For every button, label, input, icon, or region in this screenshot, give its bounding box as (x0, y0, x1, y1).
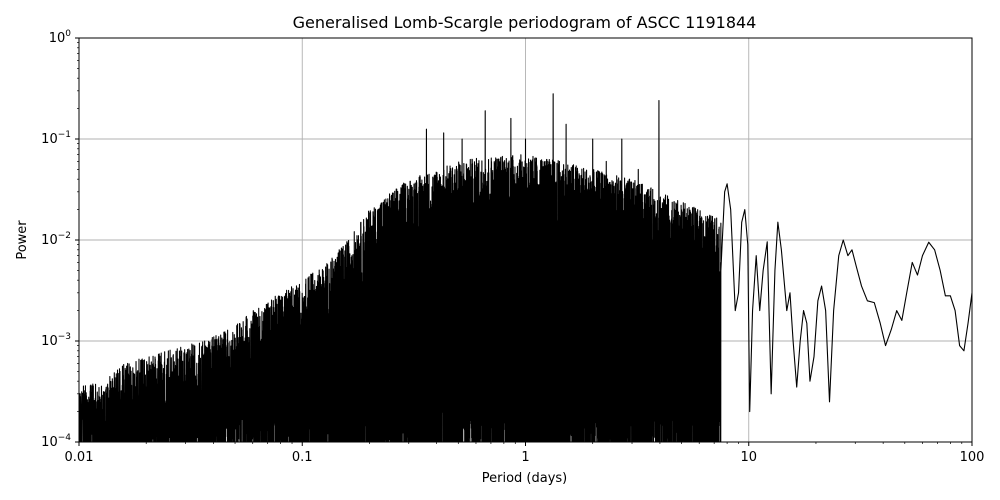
y-tick-label: 10−2 (41, 231, 71, 248)
y-axis-tick-labels: 10−4 10−3 10−2 10−1 100 (41, 29, 71, 450)
x-axis-label: Period (days) (482, 471, 568, 486)
axis-ticks (75, 37, 973, 446)
y-tick-label: 10−1 (41, 130, 71, 147)
chart-title: Generalised Lomb-Scargle periodogram of … (293, 13, 757, 32)
x-tick-label: 0.01 (65, 450, 94, 465)
x-tick-label: 0.1 (292, 450, 313, 465)
y-tick-label: 10−4 (41, 433, 71, 450)
x-tick-label: 100 (960, 450, 985, 465)
series-1 (79, 93, 972, 442)
x-tick-label: 1 (521, 450, 529, 465)
x-tick-label: 10 (740, 450, 757, 465)
periodogram-line (79, 93, 972, 442)
y-axis-label: Power (15, 220, 30, 260)
y-tick-label: 100 (49, 29, 72, 46)
y-tick-label: 10−3 (41, 332, 71, 349)
x-axis-tick-labels: 0.01 0.1 1 10 100 (65, 450, 985, 465)
